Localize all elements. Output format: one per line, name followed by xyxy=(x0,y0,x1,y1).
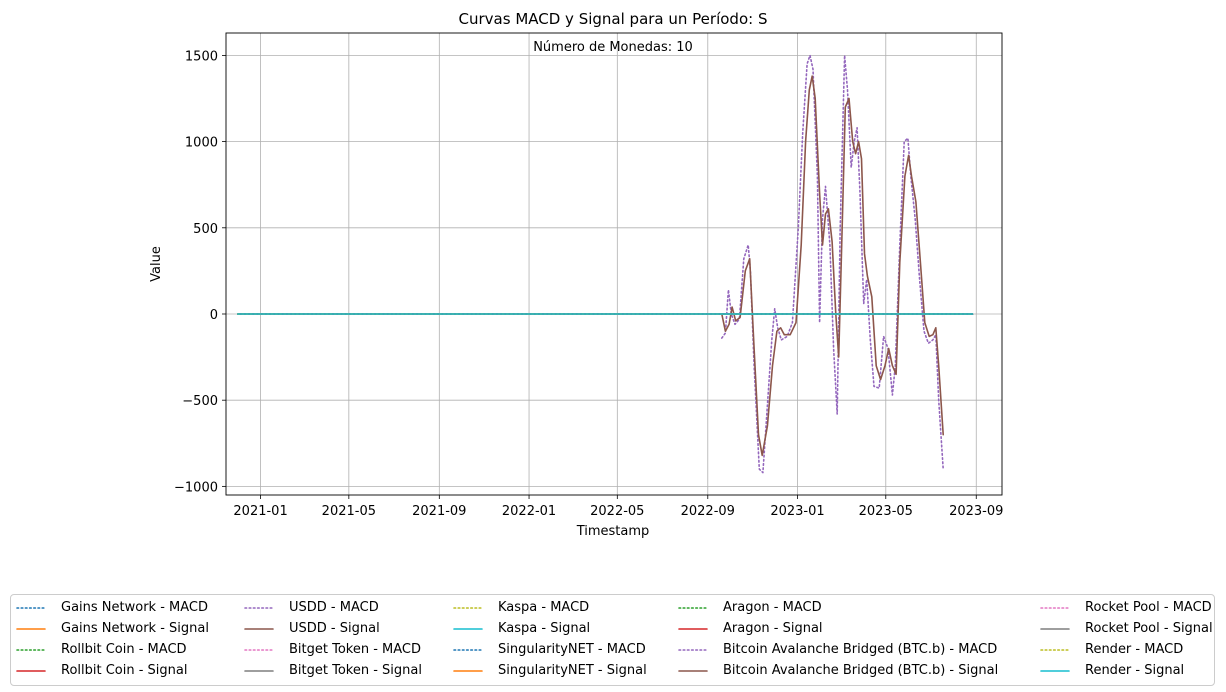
legend-entry: Render - Signal xyxy=(1035,660,1184,681)
legend-label: Rollbit Coin - MACD xyxy=(61,642,187,657)
series-line-bitcoin-avalanche-bridged-btc-b-signal xyxy=(721,75,944,457)
legend-label: USDD - MACD xyxy=(289,600,379,615)
legend-label: USDD - Signal xyxy=(289,621,380,636)
legend-label: Gains Network - MACD xyxy=(61,600,208,615)
legend-label: Gains Network - Signal xyxy=(61,621,209,636)
legend-swatch xyxy=(678,606,708,609)
y-tick-label: 500 xyxy=(193,222,218,237)
plot-frame xyxy=(225,32,1003,496)
chart-title: Curvas MACD y Signal para un Período: S xyxy=(459,10,768,28)
legend-swatch xyxy=(16,648,46,651)
y-tick-label: −500 xyxy=(182,394,218,409)
legend-entry: Bitget Token - Signal xyxy=(239,660,422,681)
x-tick-label: 2023-09 xyxy=(949,504,1003,519)
y-axis-ticks: 1500 1000 500 0 −500 −1000 xyxy=(174,49,226,495)
legend-entry: Aragon - Signal xyxy=(673,618,823,639)
x-tick-label: 2021-01 xyxy=(233,504,287,519)
legend-label: Rollbit Coin - Signal xyxy=(61,663,188,678)
legend-label: Kaspa - MACD xyxy=(498,600,590,615)
legend-swatch xyxy=(678,669,708,672)
legend-entry: Kaspa - MACD xyxy=(448,597,589,618)
legend-label: Aragon - MACD xyxy=(723,600,822,615)
legend-label: Render - Signal xyxy=(1085,663,1185,678)
legend-swatch xyxy=(244,606,274,609)
coin-count-annotation: Número de Monedas: 10 xyxy=(533,40,693,55)
legend-entry: Rollbit Coin - MACD xyxy=(11,639,187,660)
legend-entry: Kaspa - Signal xyxy=(448,618,590,639)
y-tick-label: 1500 xyxy=(185,49,218,64)
legend-swatch xyxy=(453,627,483,630)
legend-swatch xyxy=(1040,606,1070,609)
legend-entry: Aragon - MACD xyxy=(673,597,822,618)
legend-swatch xyxy=(678,648,708,651)
legend-swatch xyxy=(16,606,46,609)
legend-label: Rocket Pool - Signal xyxy=(1085,621,1213,636)
legend-swatch xyxy=(16,627,46,630)
legend-entry: Bitcoin Avalanche Bridged (BTC.b) - Sign… xyxy=(673,660,998,681)
legend-label: Bitget Token - Signal xyxy=(289,663,422,678)
legend-label: Bitcoin Avalanche Bridged (BTC.b) - Sign… xyxy=(723,663,999,678)
legend-swatch xyxy=(678,627,708,630)
x-tick-label: 2021-05 xyxy=(322,504,376,519)
legend-entry: Bitget Token - MACD xyxy=(239,639,421,660)
x-tick-label: 2022-05 xyxy=(590,504,644,519)
legend-swatch xyxy=(453,648,483,651)
legend-entry: USDD - Signal xyxy=(239,618,380,639)
legend-swatch xyxy=(244,627,274,630)
legend-label: Kaspa - Signal xyxy=(498,621,591,636)
legend-entry: Gains Network - MACD xyxy=(11,597,208,618)
grid xyxy=(226,33,1002,495)
legend-entry: Gains Network - Signal xyxy=(11,618,209,639)
legend: Gains Network - MACD Gains Network - Sign… xyxy=(10,594,1215,686)
legend-label: Bitget Token - MACD xyxy=(289,642,422,657)
legend-entry: Rollbit Coin - Signal xyxy=(11,660,188,681)
y-tick-label: 1000 xyxy=(185,136,218,151)
legend-swatch xyxy=(244,648,274,651)
legend-label: Rocket Pool - MACD xyxy=(1085,600,1212,615)
legend-label: Aragon - Signal xyxy=(723,621,823,636)
series-line-bitcoin-avalanche-bridged-btc-b-macd xyxy=(721,54,944,474)
x-axis-ticks: 2021-01 2021-05 2021-09 2022-01 2022-05 2022-… xyxy=(233,495,1003,519)
legend-swatch xyxy=(453,669,483,672)
legend-swatch xyxy=(16,669,46,672)
legend-swatch xyxy=(1040,648,1070,651)
legend-entry: Bitcoin Avalanche Bridged (BTC.b) - MACD xyxy=(673,639,997,660)
legend-swatch xyxy=(1040,627,1070,630)
legend-swatch xyxy=(453,606,483,609)
x-tick-label: 2023-01 xyxy=(770,504,824,519)
x-tick-label: 2022-09 xyxy=(681,504,735,519)
legend-entry: Rocket Pool - MACD xyxy=(1035,597,1212,618)
legend-swatch xyxy=(244,669,274,672)
legend-entry: SingularityNET - Signal xyxy=(448,660,647,681)
x-tick-label: 2021-09 xyxy=(412,504,466,519)
y-tick-label: 0 xyxy=(210,308,218,323)
y-axis-label: Value xyxy=(149,246,164,282)
legend-entry: Render - MACD xyxy=(1035,639,1183,660)
x-tick-label: 2023-05 xyxy=(859,504,913,519)
macd-signal-chart: Curvas MACD y Signal para un Período: S … xyxy=(149,10,1003,539)
series-lines xyxy=(237,54,974,474)
legend-label: Bitcoin Avalanche Bridged (BTC.b) - MACD xyxy=(723,642,998,657)
legend-label: Render - MACD xyxy=(1085,642,1184,657)
legend-label: SingularityNET - Signal xyxy=(498,663,647,678)
legend-entry: Rocket Pool - Signal xyxy=(1035,618,1213,639)
legend-swatch xyxy=(1040,669,1070,672)
legend-label: SingularityNET - MACD xyxy=(498,642,646,657)
legend-entry: SingularityNET - MACD xyxy=(448,639,646,660)
legend-entry: USDD - MACD xyxy=(239,597,379,618)
y-tick-label: −1000 xyxy=(174,480,218,495)
x-axis-label: Timestamp xyxy=(576,524,650,539)
x-tick-label: 2022-01 xyxy=(502,504,556,519)
